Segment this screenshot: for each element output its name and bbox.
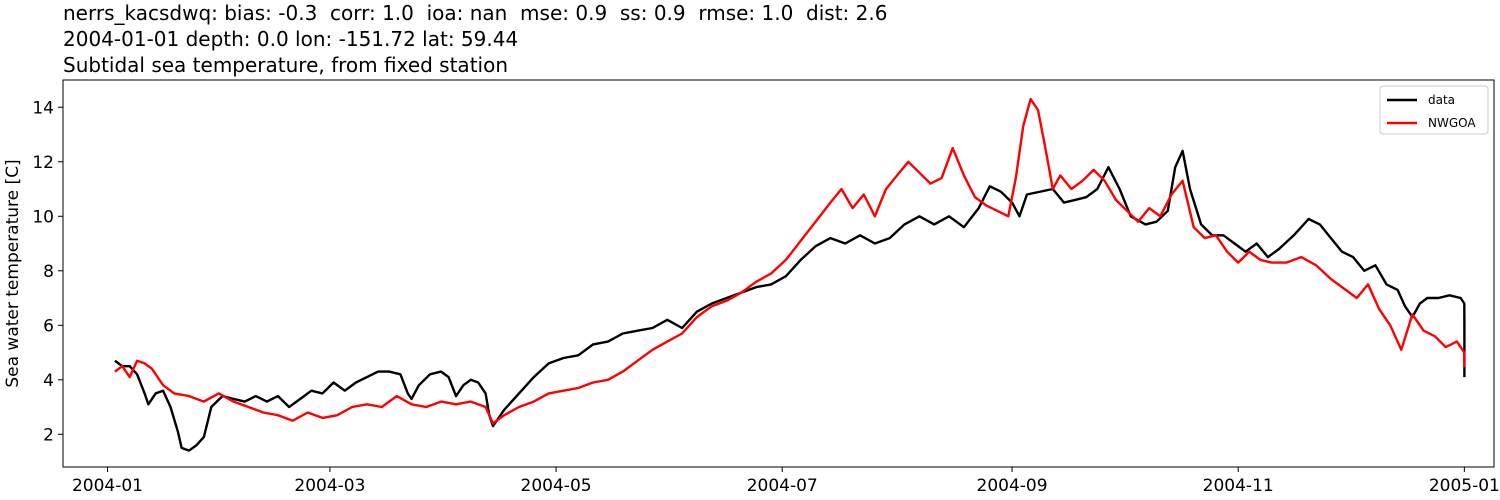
x-tick-label: 2004-07	[747, 476, 818, 496]
y-tick-label: 10	[32, 207, 54, 227]
y-tick-label: 8	[43, 262, 54, 282]
y-tick-label: 2	[43, 425, 54, 445]
x-tick-label: 2004-01	[72, 476, 143, 496]
x-tick-label: 2004-09	[977, 476, 1048, 496]
x-tick-label: 2005-01	[1429, 476, 1500, 496]
legend-label: data	[1428, 93, 1455, 107]
y-tick-label: 12	[32, 153, 54, 173]
series-nwgoa-line	[114, 97, 1466, 425]
plot-frame	[62, 79, 1495, 468]
x-axis: 2004-01 2004-03 2004-05 2004-07 2004-09 2004-…	[72, 467, 1500, 496]
x-tick-label: 2004-11	[1203, 476, 1274, 496]
y-axis-label: Sea water temperature [C]	[3, 159, 23, 387]
y-tick-label: 6	[43, 316, 54, 336]
x-tick-label: 2004-05	[521, 476, 592, 496]
series-data-line	[114, 149, 1466, 452]
chart-title-location: 2004-01-01 depth: 0.0 lon: -151.72 lat: …	[63, 27, 519, 51]
x-tick-label: 2004-03	[294, 476, 365, 496]
chart-title-description: Subtidal sea temperature, from fixed sta…	[63, 53, 508, 77]
chart-title-block: nerrs_kacsdwq: bias: -0.3 corr: 1.0 ioa:…	[63, 0, 887, 78]
legend: data NWGOA	[1379, 85, 1489, 135]
chart-title-stats: nerrs_kacsdwq: bias: -0.3 corr: 1.0 ioa:…	[63, 1, 888, 25]
y-axis: 2 4 6 8 10 12 14	[32, 98, 63, 445]
y-tick-label: 14	[32, 98, 54, 118]
series-layer	[114, 97, 1466, 452]
y-tick-label: 4	[43, 371, 54, 391]
legend-label: NWGOA	[1428, 116, 1476, 130]
